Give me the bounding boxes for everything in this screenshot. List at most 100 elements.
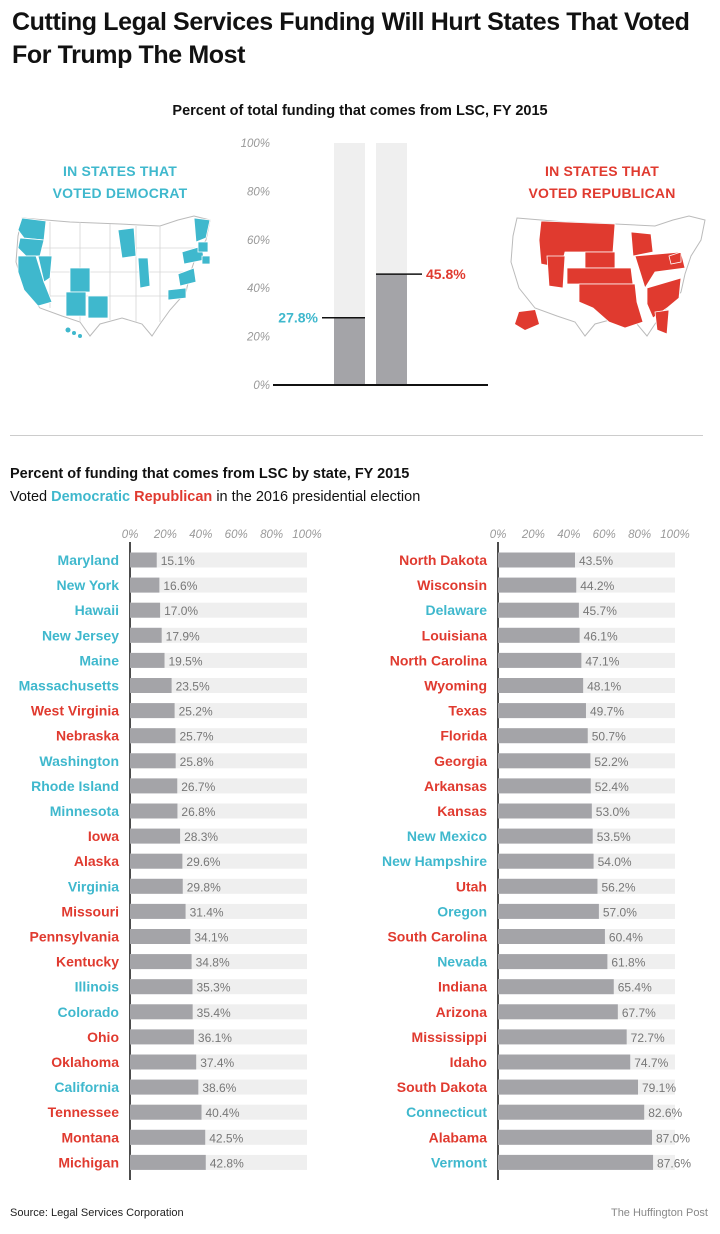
state-row: Hawaii 17.0% — [75, 602, 307, 618]
state-name: Wisconsin — [417, 577, 487, 593]
state-name: West Virginia — [31, 703, 119, 719]
state-value: 50.7% — [592, 730, 626, 744]
state-name: Utah — [456, 878, 487, 894]
state-name: Oklahoma — [51, 1054, 119, 1070]
state-value: 53.0% — [596, 805, 630, 819]
state-bar — [130, 577, 160, 593]
state-row: Montana 42.5% — [61, 1129, 307, 1145]
state-value: 45.7% — [583, 604, 617, 618]
state-x-tick: 60% — [225, 529, 248, 541]
state-x-tick: 40% — [189, 529, 212, 541]
state-name: Arkansas — [424, 778, 487, 794]
state-value: 25.8% — [180, 755, 214, 769]
state-bar — [498, 627, 580, 643]
state-value: 36.1% — [198, 1031, 232, 1045]
state-row: Kentucky 34.8% — [56, 954, 307, 970]
state-name: Vermont — [431, 1154, 487, 1170]
summary-y-tick: 60% — [247, 235, 270, 247]
state-bar — [498, 1079, 639, 1095]
state-row: South Carolina 60.4% — [387, 929, 675, 945]
state-x-tick: 80% — [628, 529, 651, 541]
state-value: 52.4% — [595, 780, 629, 794]
state-bar — [498, 929, 605, 944]
state-bar — [498, 1154, 654, 1170]
republican-map-label-line2: VOTED REPUBLICAN — [528, 185, 676, 201]
state-bar — [498, 577, 577, 593]
state-x-tick: 100% — [660, 529, 689, 541]
state-bar — [130, 778, 178, 794]
state-value: 56.2% — [601, 880, 635, 894]
state-name: Pennsylvania — [30, 929, 120, 945]
state-bar — [130, 1054, 197, 1070]
state-row: Pennsylvania 34.1% — [30, 929, 307, 945]
state-row: Tennessee 40.4% — [48, 1104, 307, 1120]
state-value: 67.7% — [622, 1006, 656, 1020]
state-bar — [130, 1079, 199, 1095]
state-bar — [498, 1129, 652, 1145]
state-bar — [498, 1004, 618, 1020]
state-x-tick: 20% — [153, 529, 177, 541]
state-chart-title: Percent of funding that comes from LSC b… — [10, 466, 410, 482]
state-value: 29.8% — [187, 880, 221, 894]
summary-y-tick: 100% — [241, 138, 270, 150]
subtitle-suffix: in the 2016 presidential election — [216, 489, 421, 505]
summary-y-tick: 80% — [247, 186, 270, 198]
state-bar — [498, 853, 594, 869]
state-bar — [130, 853, 183, 869]
state-value: 16.6% — [163, 579, 197, 593]
state-name: Kansas — [437, 803, 487, 819]
state-name: Virginia — [68, 878, 119, 894]
state-bar — [130, 803, 178, 819]
state-row: Louisiana 46.1% — [422, 627, 675, 643]
state-name: Connecticut — [406, 1104, 487, 1120]
state-x-tick: 0% — [490, 529, 507, 541]
state-bar — [498, 878, 598, 894]
state-name: Maine — [79, 652, 119, 668]
state-value: 74.7% — [634, 1056, 668, 1070]
state-row: Alaska 29.6% — [74, 853, 307, 869]
state-bar — [130, 1004, 193, 1020]
state-value: 87.6% — [657, 1156, 691, 1170]
state-name: Alabama — [429, 1129, 488, 1145]
state-value: 79.1% — [642, 1081, 676, 1095]
state-value: 29.6% — [186, 855, 220, 869]
state-name: Washington — [39, 753, 119, 769]
state-row: New York 16.6% — [56, 577, 307, 593]
state-name: California — [54, 1079, 119, 1095]
state-row: Oregon 57.0% — [437, 903, 675, 919]
state-bar — [130, 1104, 202, 1120]
state-x-tick: 80% — [260, 529, 283, 541]
state-row: Washington 25.8% — [39, 753, 307, 769]
state-row: Connecticut 82.6% — [406, 1104, 682, 1120]
state-row: Maryland 15.1% — [58, 552, 307, 568]
summary-chart: 0% 20% 40% 60% 80% 100% 27.8% 45.8% — [241, 138, 488, 392]
state-name: Illinois — [75, 979, 120, 995]
state-name: Delaware — [426, 602, 488, 618]
state-row: Iowa 28.3% — [88, 828, 307, 844]
state-bar-track — [130, 627, 307, 643]
state-value: 49.7% — [590, 705, 624, 719]
state-value: 17.9% — [166, 629, 200, 643]
state-name: Iowa — [88, 828, 119, 844]
state-name: Rhode Island — [31, 778, 119, 794]
subtitle-republican: Republican — [134, 489, 213, 505]
state-name: Tennessee — [48, 1104, 120, 1120]
state-name: Oregon — [437, 903, 487, 919]
subtitle-prefix: Voted — [10, 489, 48, 505]
state-bar — [498, 1104, 645, 1120]
state-bar — [130, 1129, 206, 1145]
state-name: Mississippi — [412, 1029, 487, 1045]
summary-bar — [376, 274, 407, 385]
state-bar — [130, 878, 183, 894]
state-bar — [498, 954, 608, 970]
state-bar-chart: 0% 20% 40% 60% 80% 100% Maryland 15.1% New York 1… — [19, 529, 691, 1180]
state-row: Idaho 74.7% — [450, 1054, 675, 1070]
state-row: Mississippi 72.7% — [412, 1029, 675, 1045]
state-row: New Jersey 17.9% — [42, 627, 307, 643]
state-row: Minnesota 26.8% — [50, 803, 307, 819]
state-row: Utah 56.2% — [456, 878, 675, 894]
state-name: Maryland — [58, 552, 119, 568]
state-bar — [498, 1029, 627, 1045]
state-bar — [498, 678, 584, 693]
state-row: Rhode Island 26.7% — [31, 778, 307, 794]
